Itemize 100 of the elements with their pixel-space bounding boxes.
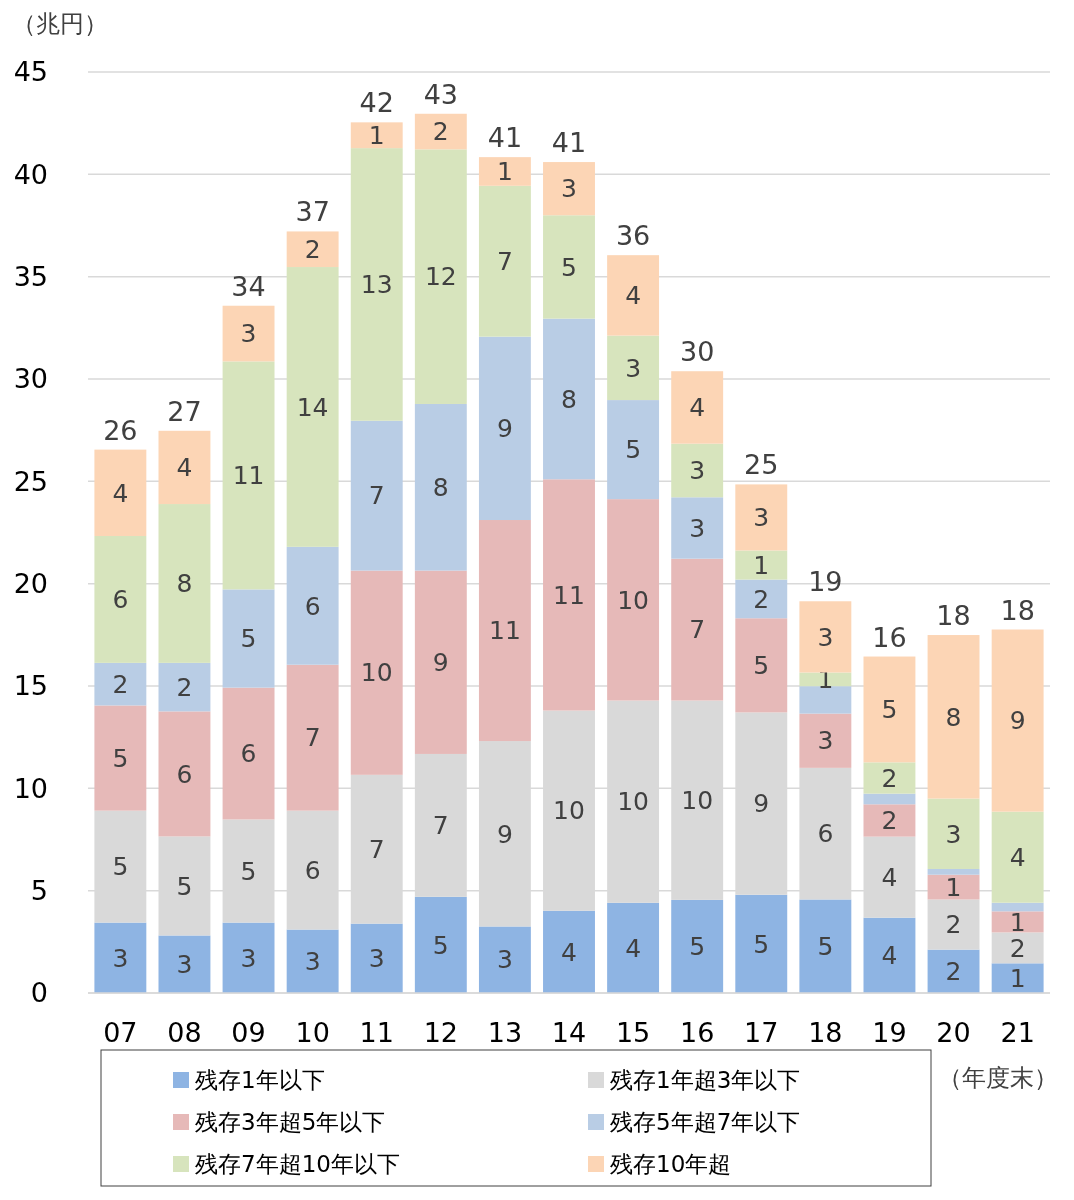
y-tick-label: 15 xyxy=(13,670,48,702)
data-label: 14 xyxy=(296,392,329,422)
bar xyxy=(863,793,916,805)
data-label: 2 xyxy=(304,234,321,264)
data-label: 3 xyxy=(753,503,770,533)
data-label: 9 xyxy=(496,819,513,849)
bar xyxy=(927,798,980,869)
bar xyxy=(607,902,660,993)
y-tick-label: 5 xyxy=(30,875,48,907)
bar xyxy=(222,687,275,820)
bar xyxy=(799,672,852,687)
data-label: 4 xyxy=(1009,842,1026,872)
legend-label: 残存5年超7年以下 xyxy=(610,1109,801,1136)
data-label: 4 xyxy=(625,281,642,311)
data-label: 3 xyxy=(496,945,513,975)
data-label: 10 xyxy=(617,585,649,615)
bar xyxy=(991,932,1044,964)
data-label: 7 xyxy=(304,723,321,753)
data-label: 8 xyxy=(176,569,193,599)
data-label: 5 xyxy=(753,651,770,681)
data-label: 4 xyxy=(881,941,898,971)
data-label: 5 xyxy=(817,931,834,961)
x-tick-label: 11 xyxy=(359,1017,394,1049)
data-label: 7 xyxy=(432,811,449,841)
x-tick-label: 15 xyxy=(615,1017,651,1049)
data-label: 11 xyxy=(232,461,265,491)
total-label: 30 xyxy=(680,336,715,368)
total-label: 36 xyxy=(615,220,651,252)
bar xyxy=(607,335,660,401)
data-label: 5 xyxy=(432,930,449,960)
bar xyxy=(927,635,980,799)
bar xyxy=(607,400,660,500)
total-label: 18 xyxy=(1000,594,1035,626)
data-label: 4 xyxy=(881,862,898,892)
y-axis-title: （兆円） xyxy=(12,10,108,39)
data-label: 6 xyxy=(176,759,193,789)
data-label: 5 xyxy=(240,624,257,654)
bar xyxy=(350,420,403,571)
bar xyxy=(222,361,275,590)
data-label: 9 xyxy=(496,414,513,444)
data-label: 2 xyxy=(432,117,449,147)
data-label: 1 xyxy=(753,550,770,580)
data-label: 6 xyxy=(112,585,129,615)
bar xyxy=(799,713,852,768)
x-tick-label: 07 xyxy=(103,1017,138,1049)
bar xyxy=(607,255,660,336)
total-label: 37 xyxy=(295,196,330,228)
bar xyxy=(158,430,211,505)
bar xyxy=(158,504,211,663)
data-label: 6 xyxy=(240,739,257,769)
data-label: 2 xyxy=(945,957,962,987)
legend-label: 残存1年以下 xyxy=(195,1067,325,1094)
data-label: 5 xyxy=(753,929,770,959)
data-label: 4 xyxy=(112,478,129,508)
data-label: 10 xyxy=(360,658,393,688)
data-label: 2 xyxy=(176,672,193,702)
bar xyxy=(863,917,916,993)
x-axis-title: （年度末） xyxy=(938,1064,1058,1093)
bar xyxy=(414,149,467,404)
data-label: 5 xyxy=(112,743,129,773)
data-label: 3 xyxy=(112,943,129,973)
bar xyxy=(286,267,339,547)
data-label: 3 xyxy=(689,456,706,486)
bar xyxy=(927,899,980,950)
data-label: 7 xyxy=(368,481,385,511)
bar xyxy=(478,185,531,337)
bar xyxy=(478,336,531,521)
x-tick-label: 20 xyxy=(936,1017,971,1049)
bar xyxy=(478,520,531,742)
bar xyxy=(991,811,1044,903)
total-label: 25 xyxy=(744,449,779,481)
bar xyxy=(350,122,403,149)
bar xyxy=(863,656,916,763)
data-label: 1 xyxy=(1009,963,1026,993)
data-label: 4 xyxy=(176,453,193,483)
y-tick-label: 25 xyxy=(13,465,48,497)
bar xyxy=(671,371,724,444)
data-label: 4 xyxy=(689,393,706,423)
x-tick-label: 19 xyxy=(872,1017,907,1049)
data-label: 3 xyxy=(304,947,321,977)
data-label: 7 xyxy=(368,834,385,864)
bar xyxy=(991,629,1044,812)
y-tick-label: 20 xyxy=(13,568,48,600)
data-label: 5 xyxy=(561,252,577,282)
data-label: 5 xyxy=(625,435,642,465)
data-label: 6 xyxy=(817,819,834,849)
bar xyxy=(735,618,788,713)
data-label: 11 xyxy=(553,580,585,610)
bar xyxy=(158,935,211,993)
total-label: 19 xyxy=(808,566,843,598)
data-label: 3 xyxy=(625,353,642,383)
legend-label: 残存10年超 xyxy=(610,1151,732,1178)
data-label: 4 xyxy=(625,933,642,963)
data-label: 2 xyxy=(753,584,770,614)
bar xyxy=(543,318,595,480)
data-label: 3 xyxy=(176,949,193,979)
bar xyxy=(991,963,1044,993)
data-label: 3 xyxy=(945,819,962,849)
bar xyxy=(735,550,788,580)
data-label: 10 xyxy=(681,785,714,815)
